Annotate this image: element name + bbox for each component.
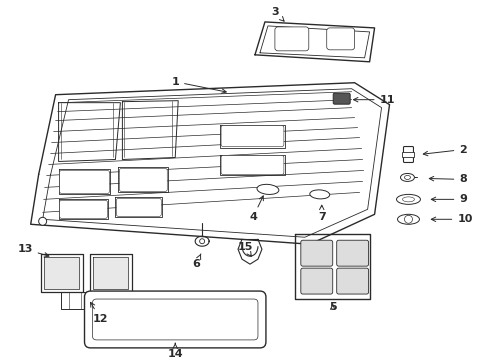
FancyBboxPatch shape [92, 299, 258, 340]
Ellipse shape [257, 184, 278, 194]
Text: 8: 8 [428, 175, 466, 184]
Ellipse shape [402, 197, 414, 202]
Polygon shape [254, 22, 374, 62]
FancyBboxPatch shape [116, 198, 161, 216]
FancyBboxPatch shape [60, 170, 109, 193]
Polygon shape [59, 170, 110, 194]
FancyBboxPatch shape [300, 268, 332, 294]
Polygon shape [220, 154, 285, 175]
FancyBboxPatch shape [300, 240, 332, 266]
Polygon shape [122, 101, 178, 159]
Text: 4: 4 [248, 196, 263, 222]
Text: 15: 15 [237, 242, 252, 256]
FancyBboxPatch shape [221, 156, 284, 175]
Polygon shape [31, 83, 389, 244]
Text: 13: 13 [17, 244, 49, 257]
Polygon shape [59, 103, 120, 162]
Polygon shape [90, 254, 132, 292]
Text: 7: 7 [317, 205, 325, 222]
Text: 1: 1 [171, 77, 226, 93]
FancyBboxPatch shape [221, 126, 284, 147]
Text: 2: 2 [423, 144, 466, 156]
Text: 10: 10 [430, 214, 472, 224]
FancyBboxPatch shape [119, 168, 167, 192]
FancyBboxPatch shape [402, 152, 414, 157]
FancyBboxPatch shape [336, 240, 368, 266]
Polygon shape [118, 167, 168, 192]
FancyBboxPatch shape [336, 268, 368, 294]
FancyBboxPatch shape [326, 28, 354, 50]
Polygon shape [220, 125, 285, 148]
Circle shape [199, 239, 204, 244]
FancyBboxPatch shape [274, 27, 308, 51]
Text: 12: 12 [90, 302, 108, 324]
FancyBboxPatch shape [332, 93, 349, 104]
Polygon shape [93, 257, 128, 289]
Ellipse shape [400, 174, 414, 181]
Text: 5: 5 [328, 302, 336, 312]
Text: 14: 14 [167, 343, 183, 359]
Text: 3: 3 [270, 7, 284, 21]
FancyBboxPatch shape [403, 147, 413, 162]
FancyBboxPatch shape [84, 291, 265, 348]
Ellipse shape [397, 214, 419, 224]
Text: 6: 6 [192, 254, 201, 269]
Text: 11: 11 [353, 95, 394, 105]
Circle shape [39, 217, 46, 225]
Polygon shape [59, 199, 108, 219]
FancyBboxPatch shape [60, 201, 107, 218]
Polygon shape [41, 254, 82, 292]
Ellipse shape [309, 190, 329, 199]
Ellipse shape [404, 175, 409, 179]
Polygon shape [61, 292, 110, 309]
Polygon shape [294, 234, 369, 299]
Text: 9: 9 [430, 194, 466, 204]
Circle shape [404, 215, 411, 223]
Polygon shape [43, 257, 79, 289]
Polygon shape [115, 197, 162, 217]
Ellipse shape [396, 194, 420, 204]
